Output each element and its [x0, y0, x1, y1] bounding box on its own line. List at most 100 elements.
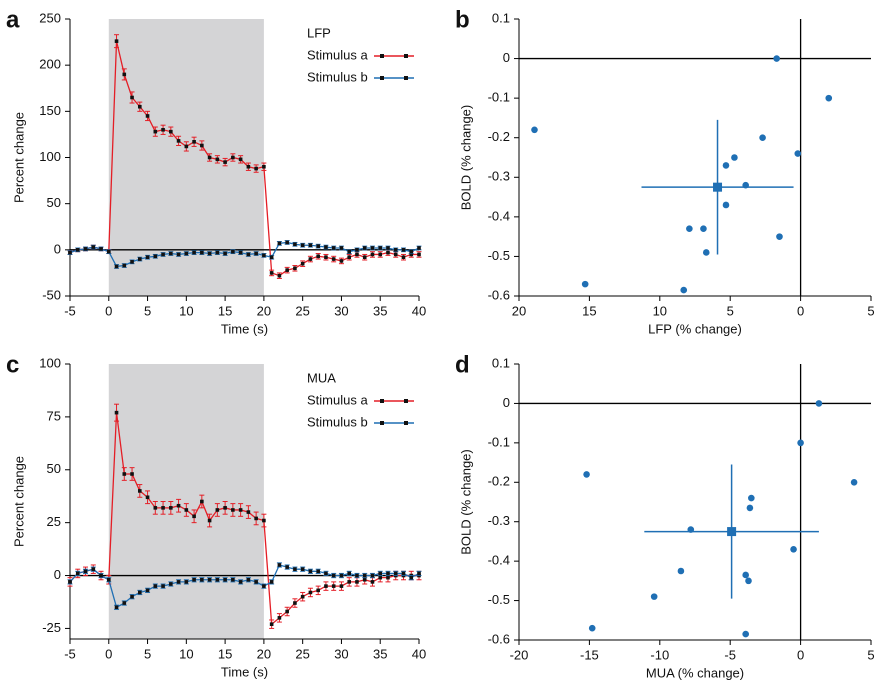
- point: [745, 577, 752, 585]
- point: [700, 225, 707, 233]
- legend-label: Stimulus b: [307, 414, 368, 429]
- point: [677, 567, 685, 575]
- marker: [347, 255, 351, 260]
- marker: [339, 259, 344, 263]
- marker: [114, 410, 119, 415]
- point: [746, 504, 754, 512]
- marker: [277, 563, 282, 567]
- legend-marker: [380, 399, 384, 403]
- x-tick-label: -10: [650, 647, 669, 662]
- y-tick-label: -0.2: [488, 474, 510, 489]
- y-tick-label: -0.3: [488, 169, 510, 184]
- y-tick-label: 0: [503, 50, 510, 65]
- marker: [277, 616, 282, 620]
- y-tick-label: 250: [39, 10, 61, 25]
- marker: [138, 104, 142, 109]
- marker: [293, 601, 297, 605]
- marker: [331, 584, 336, 588]
- marker: [409, 252, 414, 257]
- marker: [378, 571, 383, 576]
- marker: [200, 499, 204, 504]
- marker: [231, 508, 235, 512]
- y-tick-label: -0.2: [488, 129, 510, 144]
- y-tick-label: 100: [39, 149, 61, 164]
- marker: [238, 580, 243, 584]
- marker: [122, 472, 127, 476]
- series-line: [69, 241, 420, 268]
- legend-marker: [380, 76, 384, 80]
- marker: [138, 590, 142, 595]
- series-line: [69, 41, 419, 277]
- marker: [285, 240, 289, 245]
- marker: [324, 245, 328, 249]
- y-tick-label: 25: [47, 514, 61, 529]
- x-tick-label: 30: [334, 646, 348, 661]
- y-tick-label: -0.3: [488, 513, 510, 528]
- marker: [293, 567, 297, 571]
- marker: [153, 584, 158, 588]
- marker: [378, 252, 383, 257]
- x-tick-label: 10: [653, 303, 667, 318]
- marker: [200, 143, 204, 148]
- marker: [316, 244, 320, 248]
- y-tick-label: 0.1: [492, 355, 510, 370]
- x-tick-label: -15: [580, 647, 599, 662]
- marker: [308, 243, 313, 248]
- marker: [254, 251, 258, 256]
- marker: [254, 166, 258, 171]
- marker: [308, 590, 313, 595]
- x-tick-label: 20: [512, 303, 526, 318]
- marker: [339, 573, 344, 578]
- marker: [176, 139, 181, 143]
- point: [588, 624, 596, 632]
- marker: [339, 584, 344, 588]
- marker: [68, 580, 72, 584]
- marker: [285, 268, 289, 272]
- marker: [200, 577, 204, 582]
- marker: [417, 252, 421, 257]
- legend-label: Stimulus b: [307, 69, 368, 84]
- point: [797, 439, 804, 447]
- marker: [316, 569, 320, 574]
- marker: [331, 246, 336, 250]
- marker: [300, 243, 305, 248]
- point: [581, 280, 589, 288]
- series-line: [69, 564, 420, 609]
- marker: [114, 605, 119, 610]
- marker: [246, 510, 251, 514]
- marker: [192, 250, 196, 255]
- point: [722, 201, 730, 209]
- x-tick-label: 5: [144, 303, 151, 318]
- marker: [347, 571, 351, 576]
- x-tick-label: -5: [64, 303, 76, 318]
- marker: [277, 273, 282, 278]
- marker: [362, 573, 367, 578]
- marker: [122, 601, 127, 605]
- marker: [238, 508, 243, 512]
- y-tick-label: 0.1: [492, 10, 510, 25]
- marker: [161, 584, 165, 588]
- marker: [223, 506, 227, 510]
- point: [773, 55, 780, 62]
- y-tick-label: 75: [47, 408, 61, 423]
- point: [531, 126, 538, 134]
- marker: [417, 571, 421, 576]
- x-tick-label: 0: [797, 303, 804, 318]
- marker: [91, 245, 96, 249]
- marker: [362, 255, 367, 260]
- x-tick-label: 35: [373, 303, 387, 318]
- marker: [106, 249, 111, 254]
- point: [748, 494, 755, 502]
- marker: [114, 264, 119, 269]
- marker: [215, 250, 220, 255]
- legend-label: Stimulus a: [307, 392, 368, 407]
- marker: [153, 129, 158, 134]
- marker: [161, 128, 165, 132]
- marker: [409, 575, 414, 580]
- marker: [370, 573, 375, 578]
- marker: [262, 164, 266, 169]
- marker: [386, 575, 390, 580]
- x-tick-label: 20: [257, 646, 271, 661]
- marker: [393, 248, 398, 252]
- x-tick-label: 10: [179, 303, 193, 318]
